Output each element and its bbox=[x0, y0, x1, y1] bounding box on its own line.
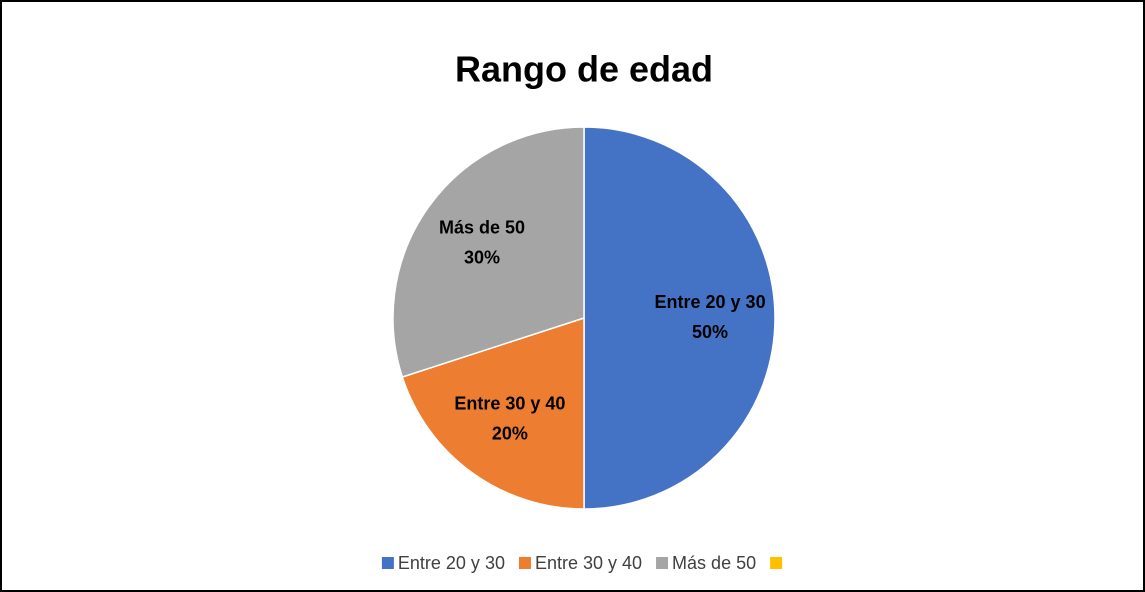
pie-slice bbox=[392, 126, 585, 378]
pie-slice bbox=[583, 126, 776, 510]
legend-swatch bbox=[656, 557, 669, 569]
data-label-name: Entre 20 y 30 bbox=[655, 292, 766, 312]
data-label-value: 20% bbox=[492, 424, 528, 444]
chart-title: Rango de edad bbox=[455, 49, 713, 90]
pie-slice bbox=[401, 316, 585, 510]
data-label-value: 50% bbox=[692, 322, 728, 342]
legend-swatch bbox=[381, 557, 394, 569]
legend-swatch bbox=[518, 557, 531, 569]
legend-label: Entre 30 y 40 bbox=[535, 553, 642, 573]
legend-label: Más de 50 bbox=[672, 553, 756, 573]
data-label-value: 30% bbox=[464, 248, 500, 268]
legend-label: Entre 20 y 30 bbox=[398, 553, 505, 573]
data-label-name: Más de 50 bbox=[439, 218, 525, 238]
data-label-name: Entre 30 y 40 bbox=[454, 394, 565, 414]
legend-swatch bbox=[770, 557, 783, 569]
legend: Entre 20 y 30 Entre 30 y 40 Más de 50 bbox=[381, 553, 783, 573]
